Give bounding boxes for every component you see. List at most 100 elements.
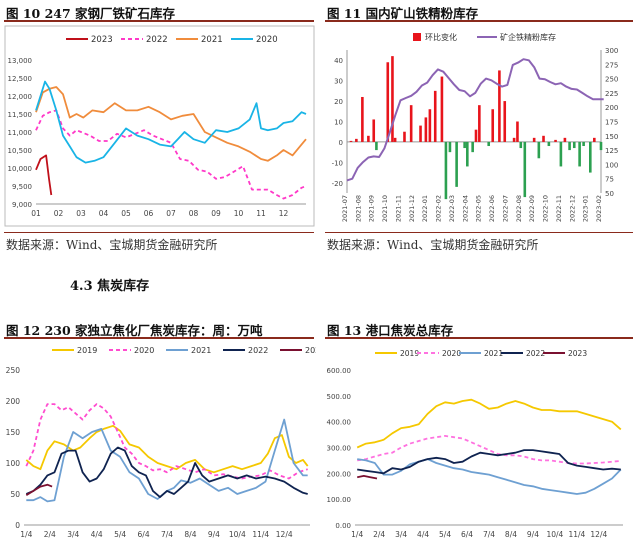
fig11-left-tick-label: 20 — [334, 98, 343, 106]
fig11-x-tick-label: 2022-06 — [488, 195, 496, 222]
fig11-right-tick-label: 50 — [605, 190, 614, 198]
fig13-x-tick-label: 9/4 — [527, 530, 539, 539]
fig11-x-tick-label: 2022-11 — [555, 195, 563, 222]
fig12-x-tick-label: 2/4 — [44, 530, 56, 539]
fig10-title: 图 10 247 家钢厂铁矿石库存 — [6, 6, 176, 21]
fig11-x-tick-label: 2021-12 — [408, 195, 416, 222]
fig12-x-tick-label: 11/4 — [252, 530, 269, 539]
fig11-bar — [433, 90, 437, 142]
fig11-x-tick-label: 2021-08 — [354, 195, 362, 222]
fig11-bar — [367, 135, 370, 142]
fig11-x-tick-label: 2022-10 — [542, 195, 550, 222]
fig11-bar — [455, 141, 458, 187]
fig11-x-tick-label: 2022-02 — [435, 195, 443, 222]
fig11-right-tick-label: 300 — [605, 47, 618, 55]
fig11-left-tick-label: 10 — [334, 119, 343, 127]
fig10-source: 数据来源：Wind、宝城期货金融研究所 — [6, 238, 218, 252]
fig13-x-tick-label: 8/4 — [505, 530, 517, 539]
fig13-legend-label: 2021 — [484, 349, 503, 358]
fig12-legend-label: 2021 — [191, 346, 211, 355]
fig11-bar — [391, 56, 394, 142]
fig10-series-line-2023 — [35, 154, 53, 196]
fig12-x-tick-label: 3/4 — [67, 530, 79, 539]
fig11-bar — [386, 62, 390, 142]
fig11-bar — [491, 109, 495, 142]
fig10-x-tick-label: 09 — [211, 209, 221, 218]
fig12-series-line-2019 — [25, 424, 309, 474]
fig11-bar — [532, 137, 536, 142]
fig13-series-line-2022 — [357, 449, 621, 475]
fig12-chart: 0 50 100 150 200 250 1/4 2/4 3/4 4/4 5/4 6/4 7/4 8/4 9… — [6, 346, 316, 539]
fig12-legend-label: 2020 — [134, 346, 154, 355]
fig10-legend-label: 2020 — [256, 35, 278, 45]
fig10-x-tick-label: 07 — [166, 209, 176, 218]
fig11-chart: -20 -10 0 10 20 30 40 50 75 100 125 150 175 200 225 250… — [332, 32, 619, 222]
fig11-x-tick-label: 2023-02 — [595, 195, 603, 222]
fig12-legend-label: 2022 — [248, 346, 268, 355]
fig11-legend-label: 环比变化 — [425, 32, 457, 42]
fig10-y-tick-label: 10,000 — [8, 165, 33, 173]
fig11-right-tick-label: 250 — [605, 76, 618, 84]
fig13-title: 图 13 港口焦炭总库存 — [327, 323, 454, 338]
fig12-x-tick-label: 12/4 — [276, 530, 293, 539]
fig11-left-tick-label: -20 — [332, 180, 343, 188]
fig12-series-line-2020 — [25, 403, 308, 480]
fig12-y-tick-label: 200 — [6, 397, 21, 406]
fig11-title: 图 11 国内矿山铁精粉库存 — [327, 6, 479, 21]
fig11-bar — [361, 96, 364, 142]
fig12-y-tick-label: 250 — [6, 366, 21, 375]
fig11-bar — [537, 141, 541, 159]
fig13-y-tick-label: 200.00 — [327, 470, 352, 478]
fig10-series-line-2022 — [35, 109, 307, 200]
fig10-x-tick-label: 08 — [189, 209, 199, 218]
fig10-x-tick-label: 11 — [256, 209, 266, 218]
fig11-x-tick-label: 2021-11 — [394, 195, 402, 222]
fig11-legend-swatch-bar — [413, 33, 421, 41]
fig11-bar — [372, 119, 376, 142]
fig10-x-tick-label: 03 — [76, 209, 86, 218]
fig12-legend-label: 2023 — [305, 346, 316, 355]
fig12-series-line-2023 — [25, 483, 53, 496]
fig12-x-tick-label: 6/4 — [138, 530, 150, 539]
fig10-series-line-2021 — [35, 86, 307, 162]
fig11-bar — [578, 141, 581, 167]
fig10-x-tick-label: 04 — [99, 209, 109, 218]
fig10-chart: 9,000 9,500 10,000 10,500 11,000 11,500 12,000… — [4, 25, 315, 227]
fig10-x-tick-label: 02 — [54, 209, 64, 218]
fig11-bar — [375, 141, 378, 151]
fig12-x-tick-label: 9/4 — [208, 530, 220, 539]
fig10-x-tick-label: 06 — [144, 209, 154, 218]
fig11-x-tick-label: 2022-03 — [448, 195, 456, 222]
fig11-x-tick-label: 2022-07 — [501, 195, 509, 222]
fig11-x-tick-label: 2022-12 — [568, 195, 576, 222]
fig11-bar — [512, 137, 516, 142]
fig11-bar — [355, 138, 358, 142]
fig11-bar — [419, 125, 422, 142]
fig12-x-tick-label: 4/4 — [91, 530, 103, 539]
fig11-x-tick-label: 2022-01 — [421, 195, 429, 222]
fig10-x-tick-label: 12 — [279, 209, 289, 218]
fig11-right-tick-label: 275 — [605, 61, 618, 69]
fig13-y-tick-label: 100.00 — [327, 496, 352, 504]
fig13-series-line-2021 — [357, 458, 622, 495]
fig13-y-tick-label: 600.00 — [327, 367, 352, 375]
fig10-y-tick-label: 11,000 — [8, 129, 33, 137]
fig11-bar — [572, 141, 576, 149]
fig11-bar — [563, 137, 567, 142]
fig11-bar — [498, 70, 501, 142]
fig11-bar — [448, 141, 452, 153]
fig11-bar — [582, 141, 585, 147]
fig11-bar — [424, 117, 428, 142]
fig11-bar — [463, 141, 466, 149]
fig13-series-line-2023 — [357, 475, 378, 480]
fig10-x-tick-label: 10 — [234, 209, 244, 218]
fig10-series-line-2020 — [35, 80, 307, 164]
fig11-right-tick-label: 150 — [605, 133, 618, 141]
fig13-series-line-2020 — [357, 435, 621, 465]
fig13-y-tick-label: 400.00 — [327, 419, 352, 427]
fig11-bar — [554, 139, 557, 142]
fig12-series-line-2022 — [25, 446, 308, 498]
fig11-bar — [478, 105, 481, 142]
fig12-y-tick-label: 0 — [15, 521, 20, 530]
fig12-y-tick-label: 50 — [10, 490, 20, 499]
